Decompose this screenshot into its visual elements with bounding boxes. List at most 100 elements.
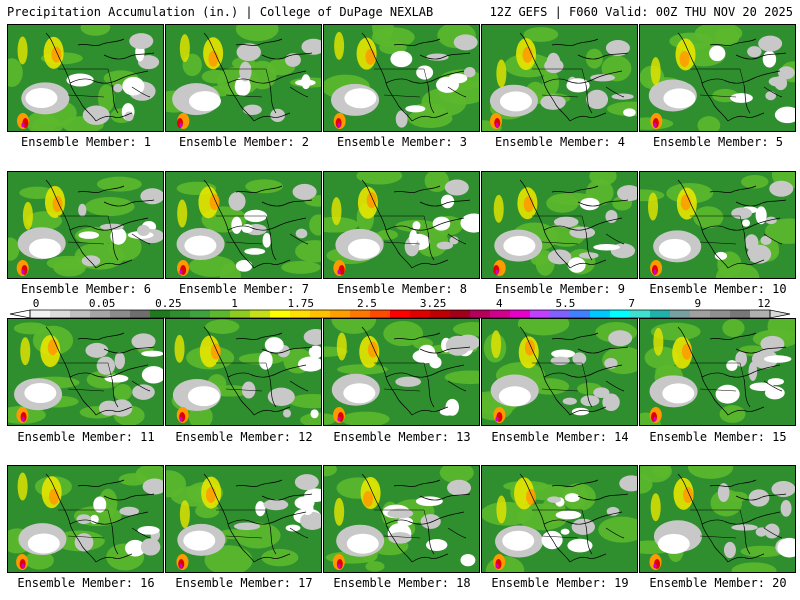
colorbar-segment xyxy=(710,310,731,318)
ensemble-member-map xyxy=(481,171,638,279)
panel-label: Ensemble Member: 20 xyxy=(649,576,787,590)
colorbar-segment xyxy=(170,310,191,318)
colorbar-segment xyxy=(510,310,531,318)
colorbar-segment xyxy=(190,310,211,318)
precip-map xyxy=(640,466,795,572)
precip-map xyxy=(8,319,163,425)
precip-map xyxy=(482,319,637,425)
ensemble-member-map xyxy=(7,465,164,573)
precip-map xyxy=(324,25,479,131)
colorbar-segment xyxy=(570,310,591,318)
precip-map xyxy=(166,25,321,131)
colorbar xyxy=(9,309,791,319)
colorbar-segment xyxy=(290,310,311,318)
precip-map xyxy=(8,25,163,131)
colorbar-segment xyxy=(410,310,431,318)
precip-map xyxy=(324,319,479,425)
colorbar-segment xyxy=(90,310,111,318)
ensemble-member-map xyxy=(165,24,322,132)
colorbar-segment xyxy=(750,310,771,318)
precip-map xyxy=(324,172,479,278)
ensemble-member-map xyxy=(481,318,638,426)
ensemble-member-map xyxy=(7,24,164,132)
panel-label: Ensemble Member: 19 xyxy=(491,576,629,590)
colorbar-tick-label: 4 xyxy=(495,297,503,310)
colorbar-tick-label: 3.25 xyxy=(419,297,447,310)
colorbar-segment xyxy=(670,310,691,318)
colorbar-tick-label: 7 xyxy=(628,297,635,310)
ensemble-member-map xyxy=(481,465,638,573)
colorbar-outline xyxy=(29,309,771,319)
colorbar-segment xyxy=(590,310,611,318)
panel-label: Ensemble Member: 1 xyxy=(20,135,152,149)
ensemble-member-map xyxy=(323,24,480,132)
ensemble-member-map xyxy=(7,318,164,426)
colorbar-segment xyxy=(330,310,351,318)
colorbar-segment xyxy=(270,310,291,318)
colorbar-tick-label: 0.05 xyxy=(88,297,116,310)
precip-map xyxy=(640,172,795,278)
panel-label: Ensemble Member: 16 xyxy=(17,576,155,590)
colorbar-segment xyxy=(310,310,331,318)
precip-map xyxy=(166,172,321,278)
ensemble-member-map xyxy=(639,318,796,426)
colorbar-segment xyxy=(610,310,631,318)
ensemble-member-map xyxy=(639,171,796,279)
precip-map xyxy=(166,319,321,425)
colorbar-segment xyxy=(390,310,411,318)
panel-label: Ensemble Member: 3 xyxy=(336,135,468,149)
panel-label: Ensemble Member: 8 xyxy=(336,282,468,296)
ensemble-member-map xyxy=(323,465,480,573)
precip-map xyxy=(640,319,795,425)
chart-title: Precipitation Accumulation (in.) | Colle… xyxy=(7,5,434,19)
colorbar-segment xyxy=(730,310,751,318)
colorbar-segment xyxy=(250,310,271,318)
run-info: 12Z GEFS | F060 Valid: 00Z THU NOV 20 20… xyxy=(489,5,793,19)
precip-map xyxy=(8,172,163,278)
panel-label: Ensemble Member: 15 xyxy=(649,430,787,444)
precip-map xyxy=(482,466,637,572)
panel-label: Ensemble Member: 7 xyxy=(178,282,310,296)
panel-label: Ensemble Member: 9 xyxy=(494,282,626,296)
precip-map xyxy=(482,25,637,131)
panel-label: Ensemble Member: 6 xyxy=(20,282,152,296)
colorbar-tick-label: 12 xyxy=(757,297,771,310)
colorbar-tick-label: 1 xyxy=(231,297,238,310)
colorbar-segment xyxy=(650,310,671,318)
colorbar-segment xyxy=(630,310,651,318)
colorbar-tick-label: 0.25 xyxy=(155,297,182,310)
ensemble-member-map xyxy=(639,465,796,573)
ensemble-member-map xyxy=(323,318,480,426)
ensemble-member-map xyxy=(165,171,322,279)
panel-label: Ensemble Member: 12 xyxy=(175,430,313,444)
panel-label: Ensemble Member: 18 xyxy=(333,576,471,590)
panel-label: Ensemble Member: 14 xyxy=(491,430,629,444)
colorbar-segment xyxy=(450,310,471,318)
panel-label: Ensemble Member: 17 xyxy=(175,576,313,590)
colorbar-segment xyxy=(50,310,71,318)
colorbar-segment xyxy=(130,310,151,318)
colorbar-segment xyxy=(530,310,551,318)
colorbar-tick-label: 2.5 xyxy=(356,297,377,310)
precip-map xyxy=(482,172,637,278)
panel-label: Ensemble Member: 2 xyxy=(178,135,310,149)
panel-label: Ensemble Member: 13 xyxy=(333,430,471,444)
colorbar-segment xyxy=(30,310,51,318)
ensemble-member-map xyxy=(639,24,796,132)
ensemble-member-map xyxy=(7,171,164,279)
ensemble-member-map xyxy=(165,318,322,426)
colorbar-segment xyxy=(550,310,571,318)
colorbar-segment xyxy=(350,310,371,318)
panel-label: Ensemble Member: 11 xyxy=(17,430,155,444)
colorbar-segment xyxy=(430,310,451,318)
colorbar-right-arrow xyxy=(769,309,791,319)
ensemble-member-map xyxy=(165,465,322,573)
panel-label: Ensemble Member: 5 xyxy=(652,135,784,149)
colorbar-segment xyxy=(470,310,491,318)
precip-map xyxy=(640,25,795,131)
colorbar-segment xyxy=(70,310,91,318)
colorbar-tick-label: 5.5 xyxy=(555,297,576,310)
colorbar-tick-label: 1.75 xyxy=(287,297,314,310)
colorbar-segment xyxy=(490,310,511,318)
colorbar-segment xyxy=(690,310,711,318)
